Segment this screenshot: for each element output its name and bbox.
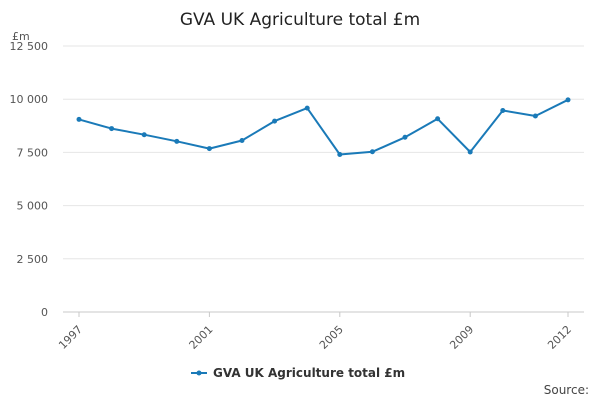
y-tick-label: 12 500 (10, 40, 49, 53)
data-point[interactable] (402, 134, 408, 140)
y-tick-label: 0 (41, 306, 48, 319)
data-point[interactable] (500, 107, 506, 113)
x-tick-label: 2012 (545, 323, 574, 352)
data-point[interactable] (304, 105, 310, 111)
data-point[interactable] (532, 113, 538, 119)
data-point[interactable] (272, 118, 278, 124)
source-label: Source: (544, 383, 589, 397)
legend-point-marker (196, 370, 202, 376)
legend-label: GVA UK Agriculture total £m (213, 366, 405, 380)
x-tick-label: 2001 (187, 323, 216, 352)
y-tick-label: 7 500 (17, 146, 49, 159)
x-tick-label: 1997 (56, 323, 85, 352)
data-point[interactable] (369, 149, 375, 155)
x-tick-label: 2009 (447, 323, 476, 352)
data-point[interactable] (109, 126, 115, 132)
y-tick-label: 10 000 (10, 93, 49, 106)
y-axis-tick-labels: 0 2 500 5 000 7 500 10 000 12 500 (10, 40, 49, 319)
data-point[interactable] (76, 116, 82, 122)
x-axis-tick-labels: 1997 2001 2005 2009 2012 (56, 323, 574, 352)
legend[interactable]: GVA UK Agriculture total £m (191, 366, 405, 380)
y-axis-unit-label: £m (12, 30, 30, 43)
series-layer (76, 97, 571, 158)
y-tick-label: 2 500 (17, 253, 49, 266)
data-point[interactable] (467, 149, 473, 155)
y-tick-label: 5 000 (17, 200, 49, 213)
data-point[interactable] (239, 137, 245, 143)
data-point[interactable] (435, 116, 441, 122)
x-axis (63, 311, 584, 317)
data-point[interactable] (337, 152, 343, 158)
series-line (78, 98, 569, 156)
x-tick-label: 2005 (317, 323, 346, 352)
data-point[interactable] (174, 138, 180, 144)
data-point[interactable] (206, 146, 212, 152)
data-point[interactable] (565, 97, 571, 103)
gridlines (63, 45, 584, 313)
data-point[interactable] (141, 132, 147, 138)
chart-title: GVA UK Agriculture total £m (180, 10, 420, 30)
